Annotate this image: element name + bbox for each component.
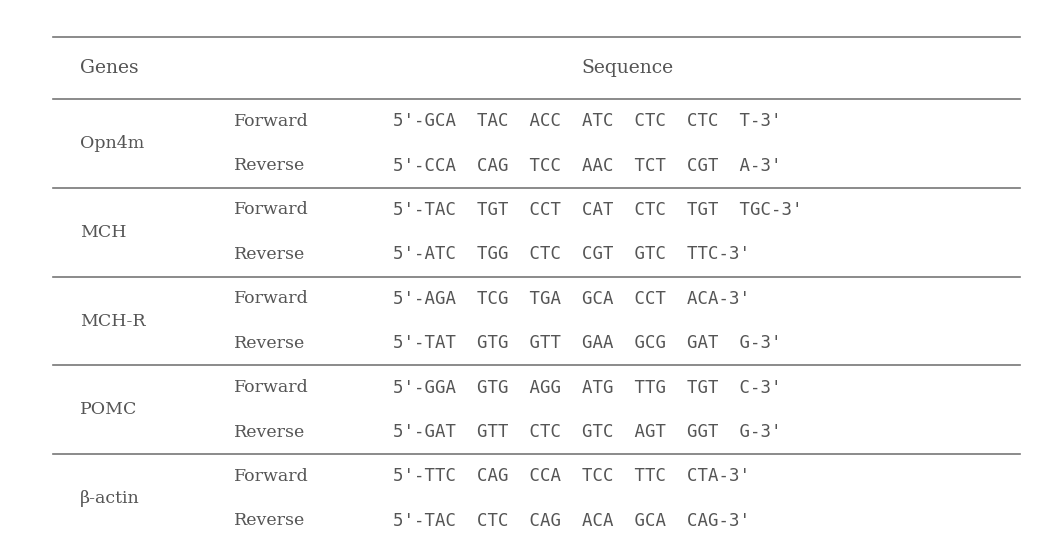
- Text: Forward: Forward: [234, 468, 308, 485]
- Text: 5'-TTC  CAG  CCA  TCC  TTC  CTA-3': 5'-TTC CAG CCA TCC TTC CTA-3': [393, 468, 750, 485]
- Text: 5'-AGA  TCG  TGA  GCA  CCT  ACA-3': 5'-AGA TCG TGA GCA CCT ACA-3': [393, 290, 750, 308]
- Text: 5'-ATC  TGG  CTC  CGT  GTC  TTC-3': 5'-ATC TGG CTC CGT GTC TTC-3': [393, 246, 750, 263]
- Text: 5'-GAT  GTT  CTC  GTC  AGT  GGT  G-3': 5'-GAT GTT CTC GTC AGT GGT G-3': [393, 423, 781, 441]
- Text: POMC: POMC: [80, 401, 137, 418]
- Text: Reverse: Reverse: [234, 513, 305, 529]
- Text: Forward: Forward: [234, 113, 308, 129]
- Text: 5'-GCA  TAC  ACC  ATC  CTC  CTC  T-3': 5'-GCA TAC ACC ATC CTC CTC T-3': [393, 112, 781, 130]
- Text: Forward: Forward: [234, 202, 308, 218]
- Text: Forward: Forward: [234, 379, 308, 396]
- Text: MCH: MCH: [80, 224, 126, 241]
- Text: MCH-R: MCH-R: [80, 312, 146, 330]
- Text: β-actin: β-actin: [80, 490, 139, 507]
- Text: 5'-TAC  CTC  CAG  ACA  GCA  CAG-3': 5'-TAC CTC CAG ACA GCA CAG-3': [393, 512, 750, 530]
- Text: 5'-TAC  TGT  CCT  CAT  CTC  TGT  TGC-3': 5'-TAC TGT CCT CAT CTC TGT TGC-3': [393, 201, 803, 219]
- Text: Reverse: Reverse: [234, 246, 305, 263]
- Text: 5'-CCA  CAG  TCC  AAC  TCT  CGT  A-3': 5'-CCA CAG TCC AAC TCT CGT A-3': [393, 157, 781, 174]
- Text: 5'-TAT  GTG  GTT  GAA  GCG  GAT  G-3': 5'-TAT GTG GTT GAA GCG GAT G-3': [393, 334, 781, 352]
- Text: Sequence: Sequence: [581, 59, 673, 77]
- Text: Reverse: Reverse: [234, 424, 305, 440]
- Text: Reverse: Reverse: [234, 335, 305, 351]
- Text: Forward: Forward: [234, 291, 308, 307]
- Text: Opn4m: Opn4m: [80, 135, 144, 152]
- Text: Reverse: Reverse: [234, 157, 305, 174]
- Text: 5'-GGA  GTG  AGG  ATG  TTG  TGT  C-3': 5'-GGA GTG AGG ATG TTG TGT C-3': [393, 379, 781, 396]
- Text: Genes: Genes: [80, 59, 138, 77]
